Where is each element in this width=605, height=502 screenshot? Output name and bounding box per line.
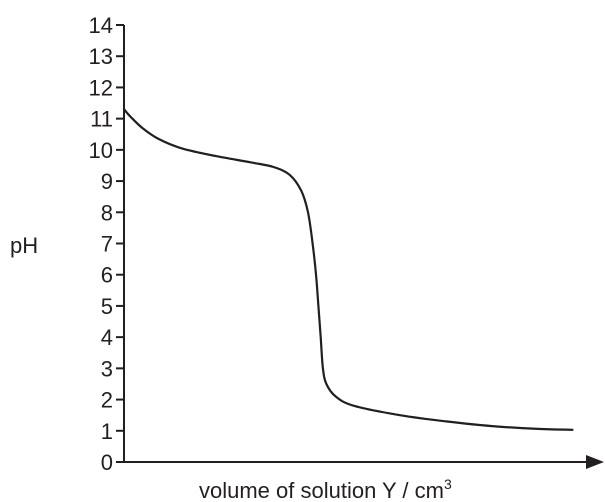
y-tick-label-13: 13: [89, 44, 113, 69]
y-tick-label-0: 0: [101, 450, 113, 475]
y-tick-label-12: 12: [89, 75, 113, 100]
ph-curve: [122, 108, 574, 431]
x-axis-label-superscript: 3: [444, 476, 452, 492]
y-tick-label-2: 2: [101, 388, 113, 413]
y-tick-label-11: 11: [90, 107, 113, 132]
y-tick-label-7: 7: [101, 232, 113, 257]
y-tick-label-6: 6: [101, 263, 113, 288]
y-tick-label-1: 1: [101, 419, 113, 444]
y-axis-label: pH: [10, 233, 38, 258]
y-tick-label-3: 3: [101, 356, 113, 381]
y-tick-label-4: 4: [101, 325, 113, 350]
x-axis-label-text: volume of solution Y / cm: [199, 478, 444, 502]
y-tick-label-8: 8: [101, 200, 113, 225]
x-axis-label: volume of solution Y / cm3: [199, 476, 452, 502]
x-axis-arrowhead: [586, 455, 604, 469]
y-tick-label-9: 9: [101, 169, 113, 194]
y-tick-label-10: 10: [89, 138, 113, 163]
x-axis: [124, 455, 604, 469]
y-tick-label-5: 5: [101, 294, 113, 319]
y-tick-label-14: 14: [89, 13, 113, 38]
